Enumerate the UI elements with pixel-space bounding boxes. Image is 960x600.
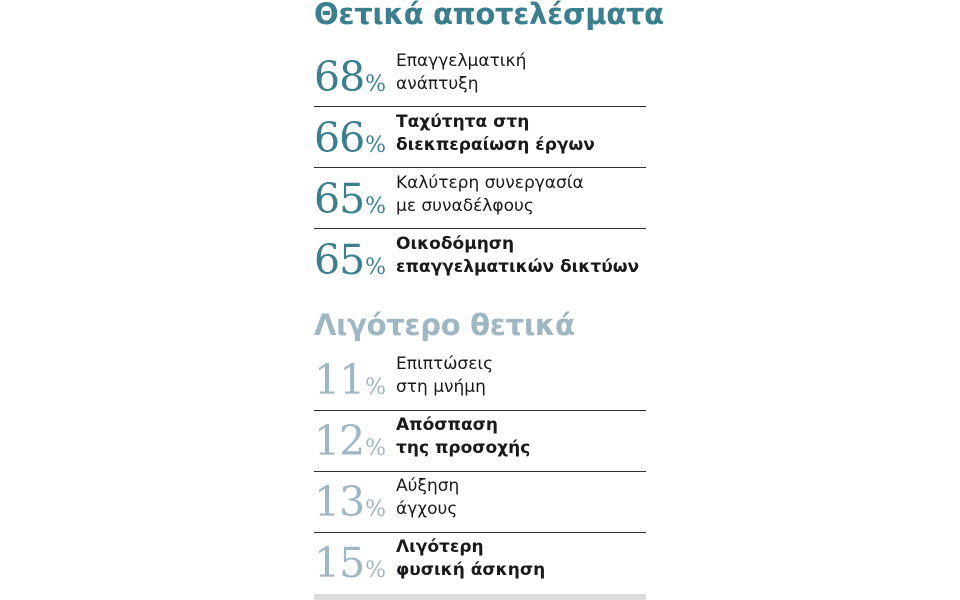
percent-number: 68	[314, 53, 365, 101]
row-label-line1: Επαγγελματική	[396, 51, 527, 71]
percent-number: 12	[314, 417, 365, 465]
row-label-line1: Καλύτερη συνεργασία	[396, 173, 584, 193]
row-label-line2: φυσική άσκηση	[396, 560, 546, 580]
row-label: Αύξηση άγχους	[396, 475, 459, 521]
row-label-line1: Αύξηση	[396, 476, 460, 496]
percent-number: 65	[314, 175, 365, 223]
percent-value: 65%	[314, 179, 386, 220]
percent-sign: %	[365, 558, 387, 583]
row-label-line1: Απόσπαση	[396, 415, 498, 435]
row-label: Απόσπαση της προσοχής	[396, 414, 530, 460]
percent-sign: %	[365, 255, 387, 280]
positive-row: 66% Ταχύτητα στη διεκπεραίωση έργων	[314, 107, 646, 168]
positive-heading: Θετικά αποτελέσματα	[314, 0, 664, 31]
positive-row: 65% Καλύτερη συνεργασία με συναδέλφους	[314, 168, 646, 229]
row-divider	[314, 532, 646, 533]
bottom-bar	[314, 594, 646, 600]
row-label-line2: διεκπεραίωση έργων	[396, 135, 595, 155]
percent-number: 15	[314, 539, 365, 587]
percent-number: 66	[314, 114, 365, 162]
row-divider	[314, 471, 646, 472]
negative-row: 15% Λιγότερη φυσική άσκηση	[314, 532, 646, 593]
percent-value: 65%	[314, 240, 386, 281]
row-label-line2: στη μνήμη	[396, 377, 486, 397]
percent-value: 15%	[314, 543, 386, 584]
percent-sign: %	[365, 375, 387, 400]
row-label-line1: Οικοδόμηση	[396, 234, 515, 254]
percent-value: 66%	[314, 118, 386, 159]
row-label-line2: άγχους	[396, 499, 458, 519]
row-divider	[314, 167, 646, 168]
row-label: Οικοδόμηση επαγγελματικών δικτύων	[396, 233, 639, 279]
negative-row: 11% Επιπτώσεις στη μνήμη	[314, 349, 646, 410]
row-label-line2: της προσοχής	[396, 438, 531, 458]
percent-sign: %	[365, 72, 387, 97]
positive-row: 65% Οικοδόμηση επαγγελματικών δικτύων	[314, 229, 646, 290]
percent-number: 11	[314, 356, 365, 404]
row-label-line2: με συναδέλφους	[396, 196, 534, 216]
row-label-line1: Λιγότερη	[396, 537, 484, 557]
percent-value: 11%	[314, 360, 386, 401]
row-label: Λιγότερη φυσική άσκηση	[396, 536, 545, 582]
percent-sign: %	[365, 436, 387, 461]
percent-number: 65	[314, 236, 365, 284]
row-divider	[314, 106, 646, 107]
percent-sign: %	[365, 194, 387, 219]
row-label: Ταχύτητα στη διεκπεραίωση έργων	[396, 111, 595, 157]
row-label-line1: Ταχύτητα στη	[396, 112, 530, 132]
row-label: Καλύτερη συνεργασία με συναδέλφους	[396, 172, 584, 218]
row-label-line2: ανάπτυξη	[396, 74, 479, 94]
percent-number: 13	[314, 478, 365, 526]
percent-sign: %	[365, 133, 387, 158]
row-label: Επιπτώσεις στη μνήμη	[396, 353, 493, 399]
positive-row: 68% Επαγγελματική ανάπτυξη	[314, 46, 646, 107]
negative-heading: Λιγότερο θετικά	[314, 308, 575, 342]
percent-value: 68%	[314, 57, 386, 98]
row-label: Επαγγελματική ανάπτυξη	[396, 50, 526, 96]
row-divider	[314, 228, 646, 229]
row-divider	[314, 410, 646, 411]
negative-row: 12% Απόσπαση της προσοχής	[314, 410, 646, 471]
row-label-line2: επαγγελματικών δικτύων	[396, 257, 640, 277]
percent-value: 12%	[314, 421, 386, 462]
row-label-line1: Επιπτώσεις	[396, 354, 494, 374]
percent-value: 13%	[314, 482, 386, 523]
negative-row: 13% Αύξηση άγχους	[314, 471, 646, 532]
percent-sign: %	[365, 497, 387, 522]
